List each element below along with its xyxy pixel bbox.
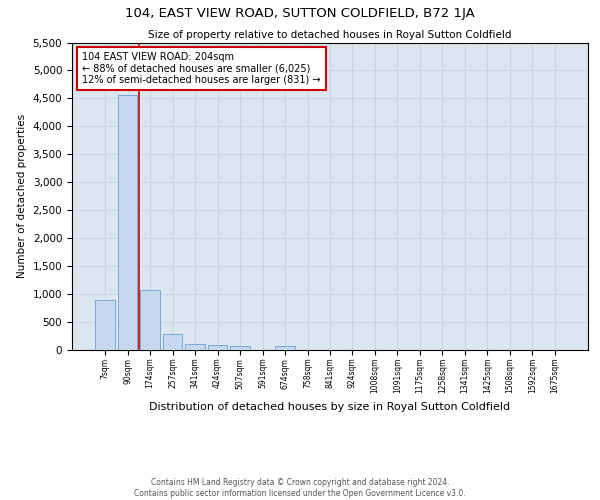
Title: Size of property relative to detached houses in Royal Sutton Coldfield: Size of property relative to detached ho… — [148, 30, 512, 40]
Bar — [163, 334, 182, 350]
Y-axis label: Number of detached properties: Number of detached properties — [17, 114, 27, 278]
Text: 104, EAST VIEW ROAD, SUTTON COLDFIELD, B72 1JA: 104, EAST VIEW ROAD, SUTTON COLDFIELD, B… — [125, 8, 475, 20]
Bar — [95, 300, 115, 350]
Bar — [118, 95, 137, 350]
Bar — [140, 290, 160, 350]
Text: 104 EAST VIEW ROAD: 204sqm
← 88% of detached houses are smaller (6,025)
12% of s: 104 EAST VIEW ROAD: 204sqm ← 88% of deta… — [82, 52, 321, 85]
X-axis label: Distribution of detached houses by size in Royal Sutton Coldfield: Distribution of detached houses by size … — [149, 402, 511, 411]
Bar — [275, 346, 295, 350]
Text: Contains HM Land Registry data © Crown copyright and database right 2024.
Contai: Contains HM Land Registry data © Crown c… — [134, 478, 466, 498]
Bar — [185, 344, 205, 350]
Bar — [208, 345, 227, 350]
Bar — [230, 346, 250, 350]
